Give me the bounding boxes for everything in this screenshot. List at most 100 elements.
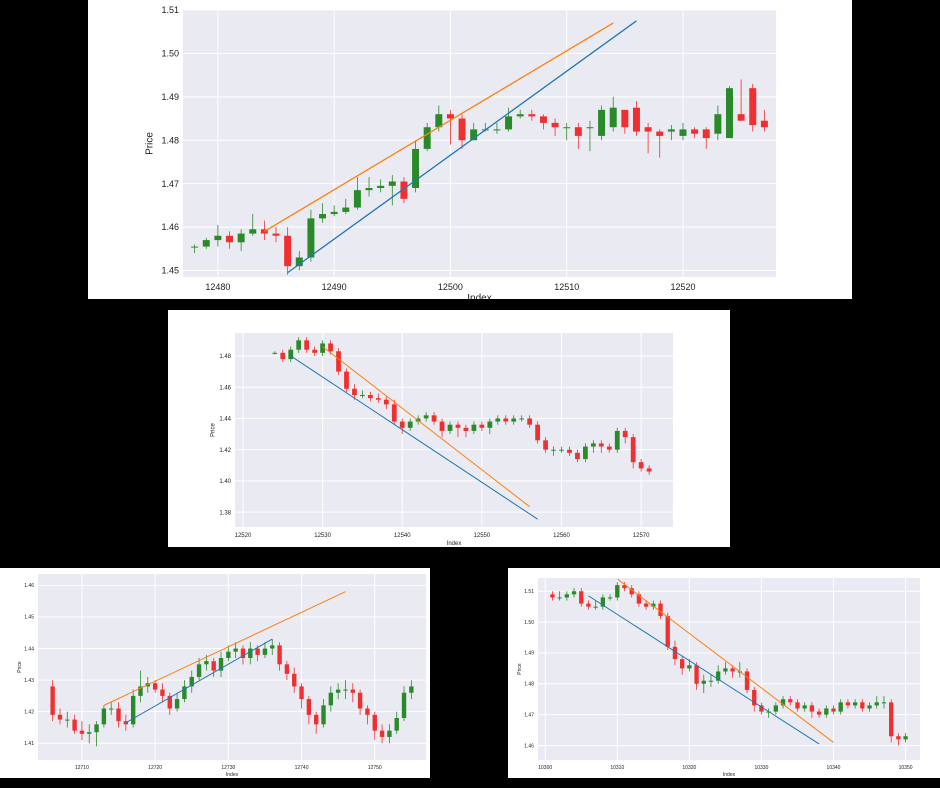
candle-body [79,730,85,734]
chart-panel-1: 1.45 1.46 1.47 1.48 1.49 1.50 1.51 12480 12490 12… [88,0,852,299]
candle-body [643,603,649,607]
candle-body [313,714,319,725]
x-tick-label: 12730 [221,765,235,771]
candle-body [687,665,692,669]
candle-body [350,689,355,693]
candle-body [702,129,710,139]
candle-body [658,603,663,616]
trend-line-blue [290,355,538,520]
candle-body [391,404,397,422]
candle-body [593,606,598,608]
candle-body [394,718,399,731]
candle-body [557,597,562,599]
candle-body [233,648,238,652]
candle-body [407,421,413,428]
candle-body [284,664,290,674]
candle-body [277,645,282,665]
x-tick-label: 12510 [554,282,579,292]
candle-body [600,597,606,607]
candle-body [295,257,303,267]
candle-body [809,705,815,712]
candle-body [202,240,210,247]
candle-body [590,443,596,447]
candle-body [667,129,675,132]
candle-body [191,246,199,248]
candle-body [399,421,405,428]
x-tick-label: 12500 [438,282,463,292]
candle-body [423,415,429,419]
x-tick-label: 10310 [610,765,624,771]
candle-body [903,736,908,740]
candle-body [630,437,636,463]
x-tick-label: 12740 [295,765,309,771]
chart-4-svg: 1.46 1.47 1.48 1.49 1.50 1.51 10300 10310 10320 1… [517,578,920,778]
candle-body [656,131,664,136]
candle-body [860,702,865,709]
y-tick-label: 1.51 [524,589,534,595]
candle-body [388,181,396,186]
trend-line-blue [588,595,820,745]
trend-line-blue [287,20,637,274]
y-tick-label: 1.45 [161,266,179,276]
candle-body [109,708,114,710]
candle-body [889,702,894,737]
candle-body [845,702,851,706]
y-tick-label: 1.50 [161,49,179,59]
candle-body [284,235,292,267]
candle-body [726,88,733,139]
y-tick-label: 1.49 [524,651,534,657]
x-tick-label: 12540 [394,533,411,539]
candle-body [564,594,569,598]
candle-body [759,705,764,712]
candle-body [516,114,524,117]
candle-body [387,730,392,737]
candle-body [752,689,757,706]
candle-body [493,129,501,131]
chart-2-svg: 1.38 1.40 1.42 1.44 1.46 1.48 12520 12530 12540 1… [211,333,673,547]
candle-body [896,736,901,740]
candle-body [881,702,887,704]
candle-body [65,719,70,721]
y-axis-label: Price [517,663,523,675]
candle-body [249,229,257,234]
candle-body [357,692,363,709]
y-axis-label: Price [211,423,217,437]
candle-body [622,585,627,589]
candle-body [528,114,536,117]
x-tick-label: 12480 [205,282,230,292]
y-tick-label: 1.42 [24,709,34,715]
candle-body [365,708,370,715]
candle-body [292,673,297,687]
candle-body [831,708,836,712]
candle-body [519,418,525,420]
candle-body [716,671,721,681]
candle-body [511,418,517,422]
candle-body [622,430,628,438]
plot-area [538,578,920,760]
plot-area [183,10,776,277]
candle-body [288,349,294,360]
candle-body [551,122,559,128]
candle-body [615,585,620,598]
trend-line-orange [322,346,530,508]
y-axis-label: Price [17,661,23,673]
candle-body [87,732,92,734]
candle-body [571,591,577,595]
candle-body [505,116,513,130]
candle-body [204,661,209,665]
candle-body [679,129,687,136]
candle-body [773,705,779,712]
candle-body [174,699,180,709]
candle-body [802,705,807,709]
candle-body [874,702,879,706]
y-tick-label: 1.43 [24,678,34,684]
candle-body [550,594,555,598]
candle-body [679,659,685,669]
candle-body [211,661,216,671]
candle-body [272,233,280,236]
candle-body [551,449,556,451]
candle-body [240,648,246,658]
candle-body [237,233,245,243]
candle-body [130,695,136,725]
candle-body [780,699,786,706]
